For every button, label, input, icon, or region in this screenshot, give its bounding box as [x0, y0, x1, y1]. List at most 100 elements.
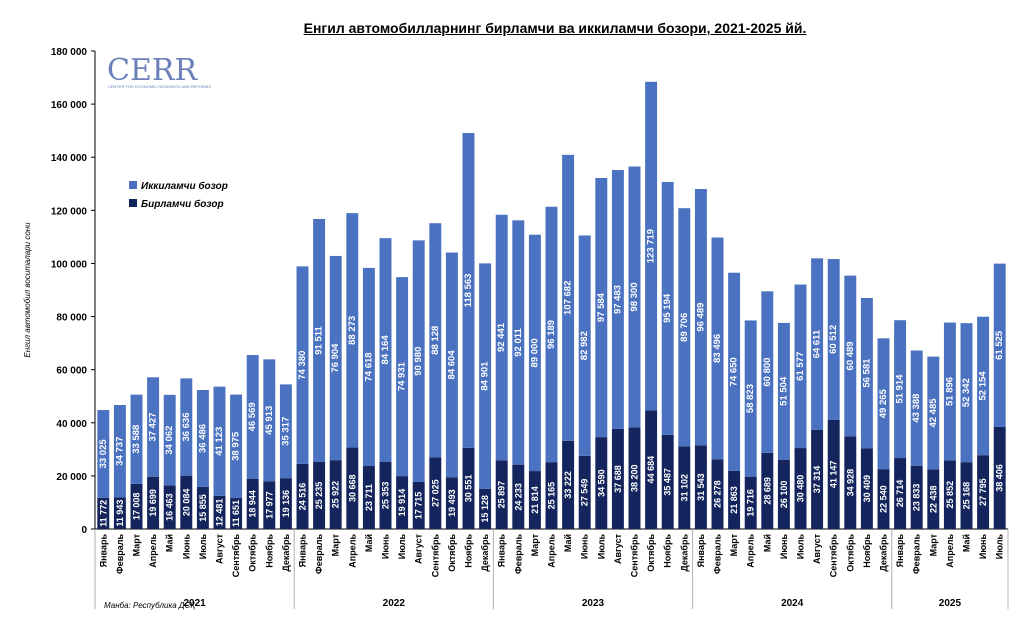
- bar-primary: [711, 459, 724, 529]
- bar-primary: [744, 476, 757, 529]
- data-label-secondary: 51 914: [895, 374, 906, 404]
- bar-primary: [694, 445, 707, 529]
- x-tick-label: Январь: [895, 534, 905, 568]
- bar-primary: [379, 461, 392, 529]
- data-label-secondary: 98 300: [629, 283, 640, 312]
- data-label-secondary: 34 737: [114, 437, 125, 466]
- data-label-secondary: 84 901: [480, 361, 491, 391]
- bar-secondary: [777, 322, 790, 460]
- x-tick-label: Сентябрь: [231, 534, 241, 578]
- bar-secondary: [595, 178, 608, 438]
- data-label-secondary: 56 581: [861, 358, 872, 388]
- x-tick-label: Июль: [596, 534, 606, 560]
- bar-secondary: [977, 316, 990, 456]
- bar-secondary: [313, 218, 326, 462]
- data-label-secondary: 35 317: [280, 417, 291, 446]
- data-label-primary: 19 914: [397, 489, 407, 517]
- data-label-primary: 30 480: [796, 475, 806, 503]
- data-label-primary: 35 487: [663, 468, 673, 496]
- y-tick-label: 20 000: [56, 472, 87, 483]
- x-tick-label: Ноябрь: [862, 534, 872, 568]
- x-tick-label: Май: [563, 534, 573, 552]
- x-tick-label: Август: [613, 533, 623, 564]
- bar-primary: [728, 470, 741, 529]
- bar-secondary: [329, 255, 342, 461]
- bar-secondary: [761, 291, 774, 453]
- logo-subtitle: CENTER FOR ECONOMIC RESEARCH AND REFORMS: [108, 84, 211, 89]
- data-label-secondary: 58 823: [745, 384, 756, 413]
- data-label-secondary: 61 525: [994, 330, 1005, 360]
- bar-primary: [943, 460, 956, 529]
- bar-secondary: [379, 238, 392, 462]
- data-label-secondary: 64 611: [812, 329, 823, 358]
- bar-primary: [827, 419, 840, 529]
- bar-secondary: [927, 356, 940, 470]
- bar-primary: [97, 497, 110, 529]
- bar-secondary: [910, 350, 923, 466]
- x-tick-label: Ноябрь: [264, 534, 274, 568]
- data-label-secondary: 74 650: [729, 357, 740, 386]
- data-label-primary: 25 235: [314, 482, 324, 510]
- data-label-primary: 34 928: [845, 469, 855, 497]
- x-tick-label: Январь: [98, 534, 108, 568]
- bar-secondary: [362, 267, 375, 467]
- data-label-primary: 19 699: [148, 489, 158, 517]
- bar-primary: [313, 461, 326, 529]
- data-label-secondary: 82 982: [579, 331, 590, 360]
- x-tick-label: Февраль: [513, 534, 523, 574]
- data-label-secondary: 95 194: [662, 293, 673, 323]
- bar-secondary: [495, 214, 508, 461]
- x-tick-label: Январь: [696, 534, 706, 568]
- data-label-primary: 38 406: [995, 464, 1005, 492]
- data-label-primary: 22 540: [879, 485, 889, 513]
- x-tick-label: Декабрь: [480, 534, 490, 572]
- data-label-primary: 25 897: [497, 481, 507, 509]
- data-label-primary: 12 481: [215, 499, 225, 527]
- bar-secondary: [429, 223, 442, 458]
- chart-title: Енгил автомобилларнинг бирламчи ва иккил…: [303, 20, 807, 36]
- data-label-secondary: 38 975: [231, 431, 242, 461]
- x-tick-label: Декабрь: [679, 534, 689, 572]
- data-label-secondary: 49 265: [878, 388, 889, 418]
- data-label-secondary: 52 154: [978, 371, 989, 401]
- bar-primary: [611, 428, 624, 529]
- x-tick-label: Октябрь: [646, 534, 656, 572]
- bar-primary: [462, 447, 475, 529]
- data-label-secondary: 37 427: [148, 412, 159, 441]
- bar-primary: [927, 469, 940, 529]
- data-label-primary: 27 025: [430, 479, 440, 507]
- y-tick-label: 100 000: [51, 259, 88, 270]
- x-tick-label: Апрель: [746, 534, 756, 568]
- legend-swatch-primary: [129, 199, 137, 207]
- data-label-primary: 19 136: [281, 490, 291, 518]
- bar-primary: [894, 458, 907, 529]
- bar-secondary: [296, 266, 309, 464]
- data-label-primary: 25 165: [547, 482, 557, 510]
- data-label-secondary: 74 380: [297, 351, 308, 380]
- bar-secondary: [860, 297, 873, 449]
- x-tick-label: Март: [331, 533, 341, 556]
- data-label-secondary: 33 588: [131, 425, 142, 454]
- data-label-secondary: 88 128: [430, 326, 441, 355]
- bar-secondary: [97, 410, 110, 498]
- bar-secondary: [728, 272, 741, 471]
- data-label-secondary: 52 342: [961, 378, 972, 407]
- data-label-secondary: 36 486: [197, 424, 208, 453]
- x-tick-label: Декабрь: [879, 534, 889, 572]
- data-label-secondary: 51 504: [778, 376, 789, 406]
- data-label-secondary: 41 123: [214, 427, 225, 456]
- bar-secondary: [611, 170, 624, 429]
- data-label-primary: 30 409: [862, 475, 872, 503]
- bar-primary: [296, 463, 309, 529]
- x-tick-label: Март: [729, 533, 739, 556]
- bar-secondary: [113, 405, 126, 498]
- bar-secondary: [894, 320, 907, 459]
- data-label-primary: 24 516: [298, 483, 308, 511]
- data-label-secondary: 36 636: [181, 412, 192, 441]
- x-tick-label: Апрель: [148, 534, 158, 568]
- bar-secondary: [661, 181, 674, 435]
- data-label-primary: 37 688: [613, 465, 623, 493]
- data-label-secondary: 34 062: [164, 426, 175, 455]
- data-label-primary: 41 147: [829, 461, 839, 489]
